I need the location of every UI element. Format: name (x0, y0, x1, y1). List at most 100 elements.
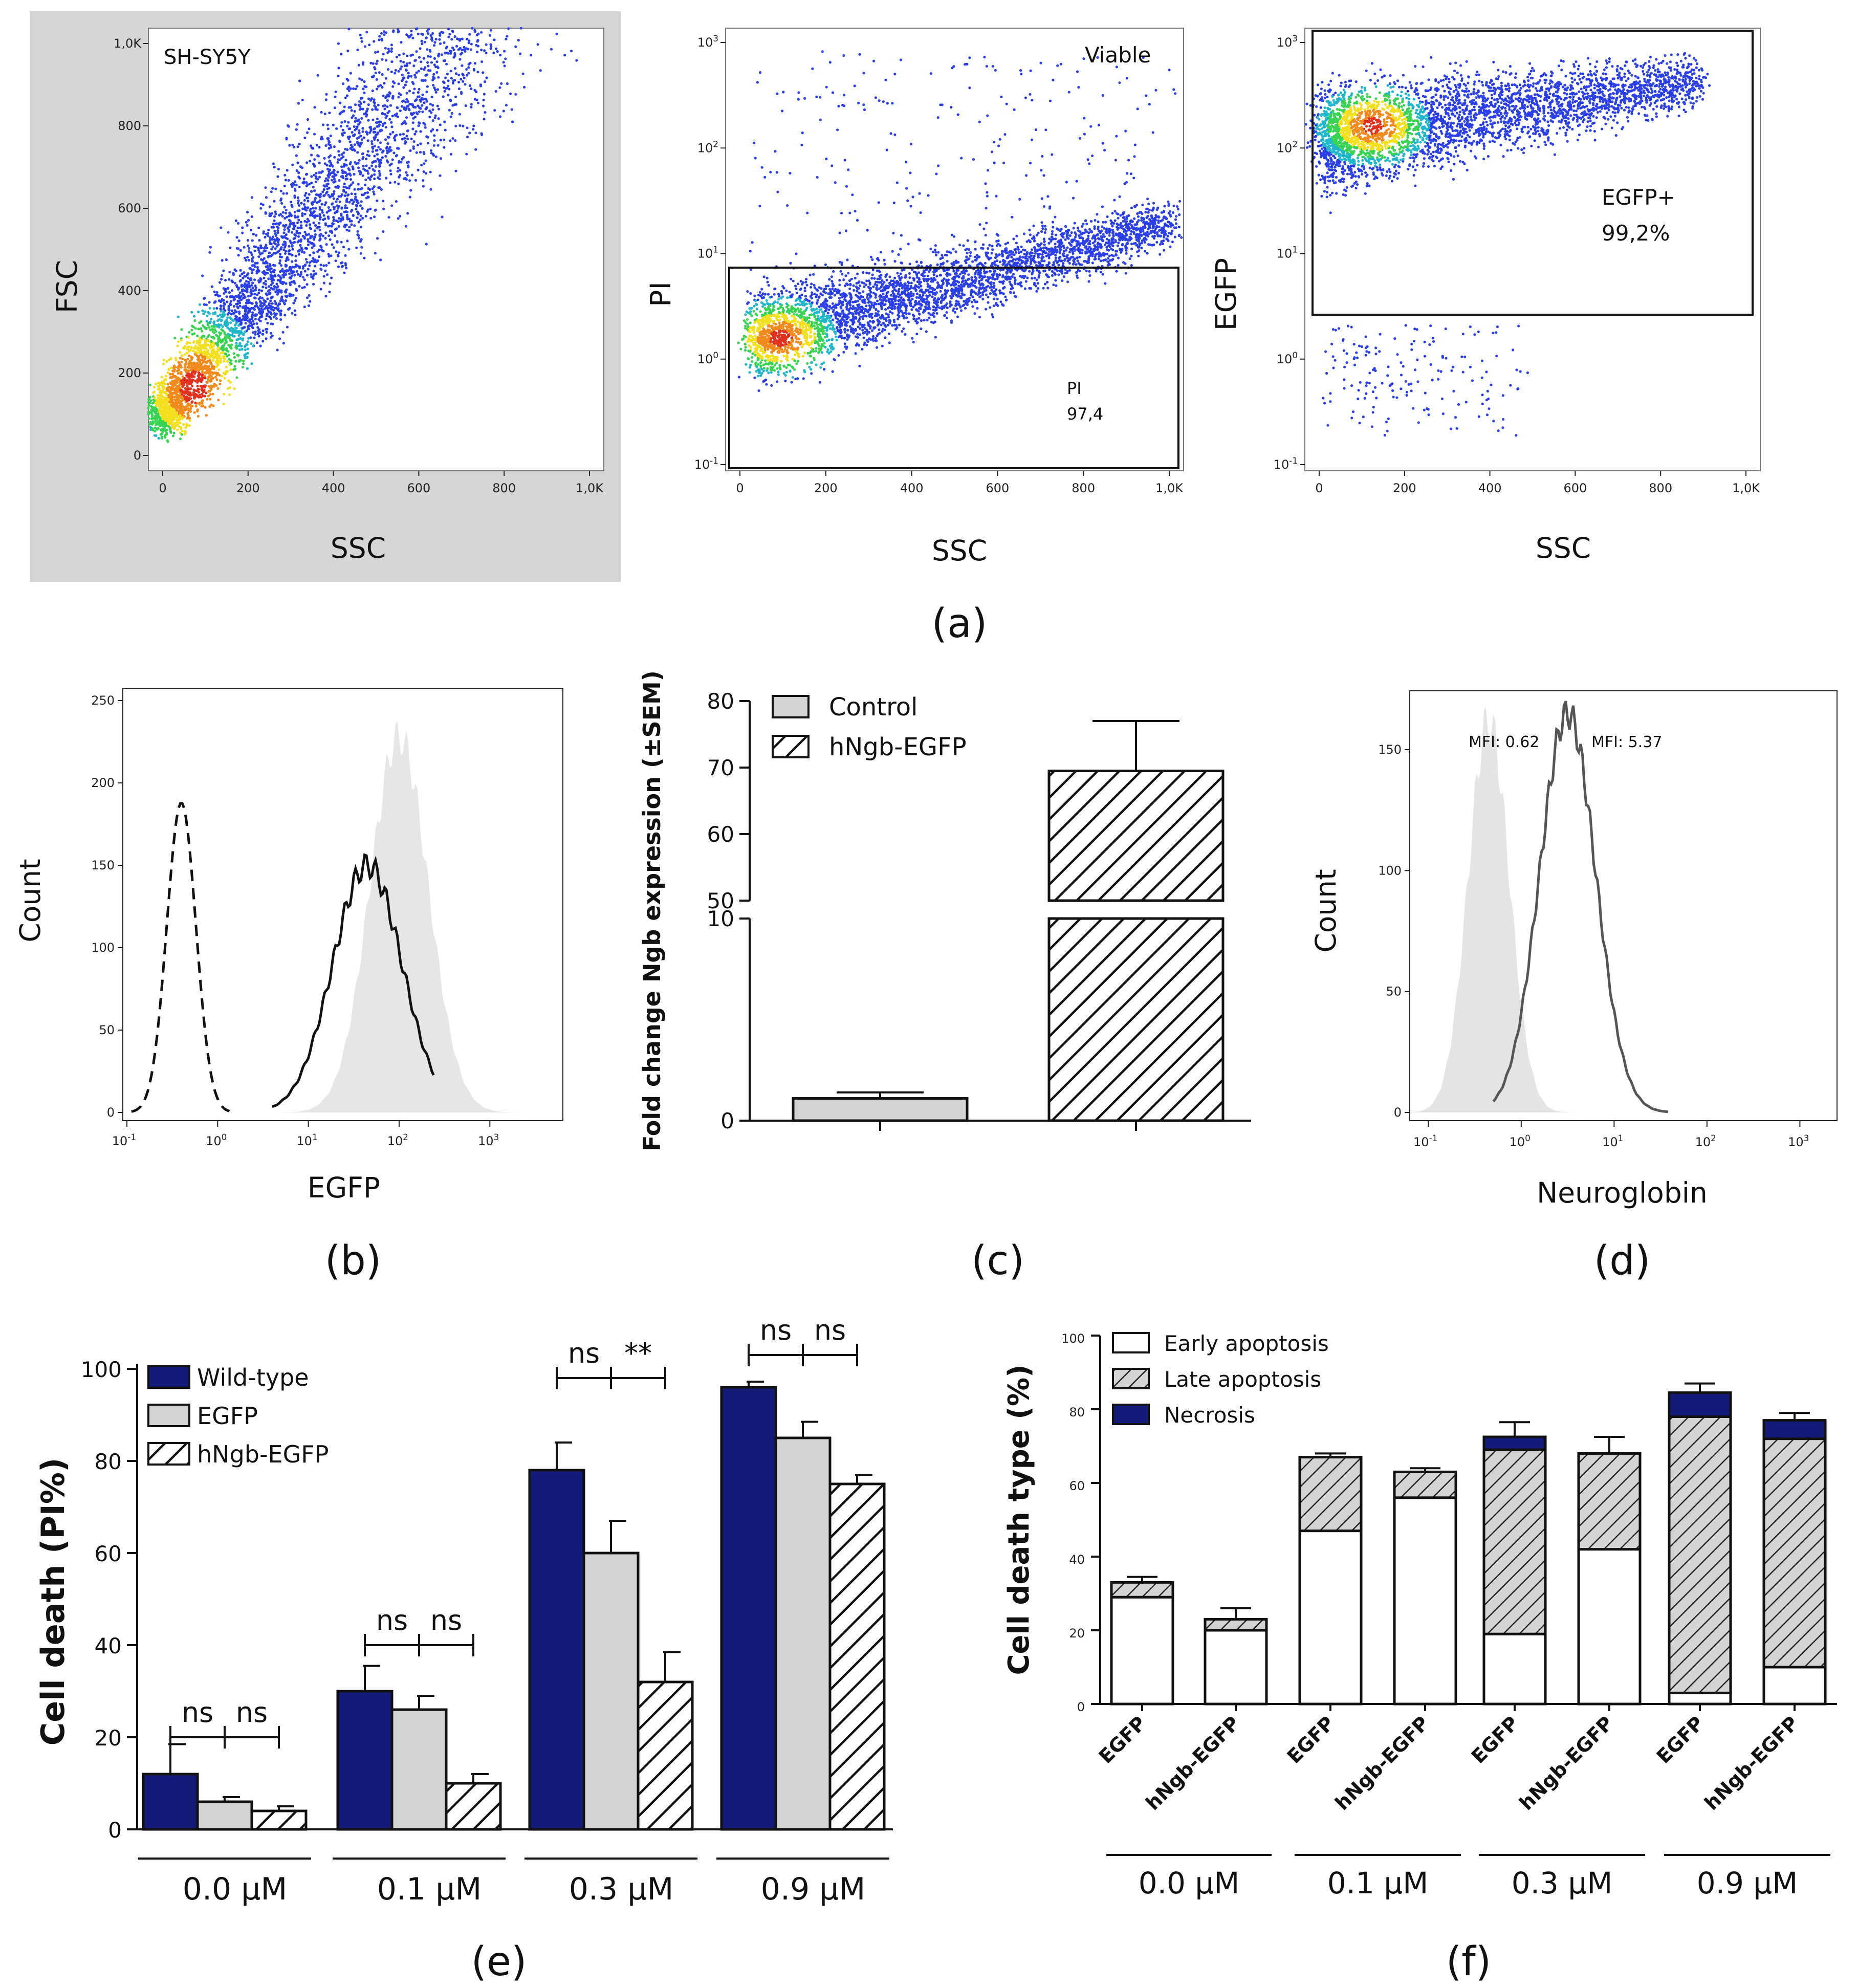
a1-point (259, 278, 263, 281)
a1-point (264, 186, 267, 189)
a1-point (155, 417, 158, 420)
a1-point (287, 269, 290, 272)
a2-point (898, 323, 901, 326)
a1-point (472, 68, 475, 71)
a1-point (219, 359, 222, 363)
a1-point (279, 318, 282, 321)
a1-point (165, 416, 168, 419)
a1-point (318, 176, 321, 179)
a1-point (181, 375, 184, 378)
a1-point (383, 107, 386, 111)
a1-point (495, 47, 498, 50)
a2-point (1108, 234, 1111, 237)
a1-point (373, 169, 376, 172)
a1-point (466, 135, 469, 139)
a1-point (422, 179, 425, 182)
a1-point (179, 411, 182, 414)
a1-point (343, 163, 346, 166)
a1-point (293, 210, 297, 213)
a1-point (432, 83, 435, 87)
a1-point (359, 145, 362, 148)
a1-point (212, 307, 215, 310)
a1-point (454, 124, 457, 127)
a1-point (164, 375, 168, 378)
a1-point (375, 62, 378, 65)
a1-point (342, 155, 345, 158)
a1-point (391, 130, 395, 134)
a1-point (372, 190, 375, 193)
a1-point (190, 384, 194, 388)
a1-point (379, 84, 382, 87)
a2-point (991, 248, 994, 251)
a1-point (366, 210, 369, 213)
a1-point (194, 327, 197, 330)
a1-point (306, 131, 309, 134)
a1-point (355, 246, 358, 249)
a1-point (147, 407, 150, 410)
a1-point (304, 191, 308, 195)
a1-point (346, 194, 349, 197)
a2-point (761, 305, 764, 308)
a1-point (192, 391, 195, 395)
a1-point (314, 233, 317, 236)
a1-point (298, 232, 301, 235)
a1-point (263, 257, 266, 260)
a1-point (394, 72, 397, 75)
a1-point (159, 391, 162, 395)
a1-point (291, 260, 294, 263)
a1-point (217, 335, 221, 338)
a1-point (205, 339, 208, 343)
a1-point (502, 61, 505, 64)
a1-point (466, 74, 469, 77)
a1-point (322, 275, 325, 278)
a2-point (826, 348, 829, 351)
a1-point (185, 342, 188, 345)
a1-point (397, 82, 400, 85)
a1-point (208, 301, 211, 304)
a1-point (195, 341, 199, 345)
a1-point (317, 200, 320, 203)
a1-point (185, 352, 189, 355)
a1-point (335, 250, 338, 253)
a1-point (352, 87, 355, 90)
a1-point (315, 193, 318, 196)
a1-point (223, 301, 226, 305)
a1-point (194, 347, 198, 350)
a2-point (993, 161, 996, 164)
a1-point (188, 354, 191, 357)
a1-point (457, 48, 460, 51)
a2-point (1108, 254, 1111, 257)
a1-point (444, 87, 447, 90)
a1-point (234, 318, 237, 321)
a1-point (401, 138, 404, 141)
a1-point (424, 126, 427, 129)
a1-point (449, 139, 452, 142)
a2-point (1104, 282, 1107, 285)
a1-point (171, 381, 174, 384)
a1-xtick-label: 0 (159, 481, 166, 495)
a2-point (1029, 69, 1032, 72)
a1-point (281, 282, 285, 286)
a2-point (910, 281, 913, 285)
a1-point (498, 86, 501, 89)
a1-point (356, 119, 359, 123)
a1-point (171, 375, 174, 378)
a1-point (215, 291, 218, 294)
a1-point (193, 411, 196, 414)
a1-point (282, 342, 285, 345)
a1-point (161, 385, 164, 388)
a2-point (983, 261, 987, 265)
a1-point (437, 107, 441, 111)
a1-point (298, 265, 301, 268)
a1-point (235, 347, 238, 350)
a1-point (308, 127, 311, 130)
a1-point (366, 195, 369, 199)
a1-point (434, 38, 438, 41)
a1-point (414, 179, 418, 182)
a1-point (387, 216, 390, 219)
a1-point (425, 98, 428, 101)
a1-point (245, 280, 248, 283)
a1-point (319, 245, 322, 248)
a1-point (211, 359, 215, 362)
a1-point (373, 40, 376, 43)
